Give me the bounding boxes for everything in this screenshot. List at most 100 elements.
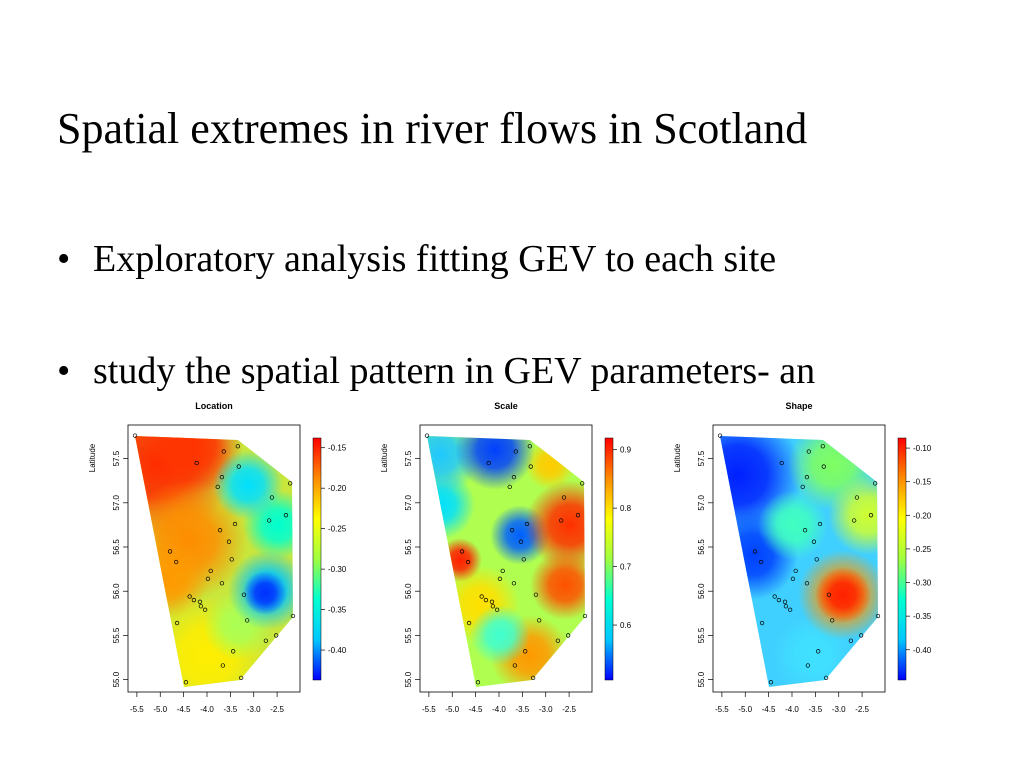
site-point xyxy=(758,559,764,565)
site-point xyxy=(772,594,777,599)
site-point xyxy=(459,549,465,554)
site-point xyxy=(232,521,238,527)
site-point xyxy=(524,521,530,527)
heat-blob xyxy=(758,490,828,560)
site-point xyxy=(132,433,138,438)
x-tick-label: -4.5 xyxy=(469,705,483,714)
plot-frame xyxy=(419,424,593,693)
site-point xyxy=(790,576,796,581)
x-tick-label: -4.0 xyxy=(200,705,214,714)
colorbar-tick-label: 0.6 xyxy=(620,621,632,630)
bullet-mark: • xyxy=(57,238,70,280)
site-point xyxy=(221,449,226,454)
site-point xyxy=(566,633,571,638)
bullet-text: Exploratory analysis fitting GEV to each… xyxy=(93,238,776,280)
site-point xyxy=(241,592,247,597)
site-point xyxy=(167,549,173,554)
y-tick-label: 56.0 xyxy=(112,583,121,599)
chart-title: Shape xyxy=(785,401,812,411)
site-point xyxy=(183,680,189,685)
colorbar-tick-label: -0.40 xyxy=(328,646,347,655)
heat-blob xyxy=(530,550,585,620)
site-point xyxy=(768,680,774,685)
colorbar-tick-label: -0.25 xyxy=(328,525,347,534)
site-point xyxy=(290,613,296,619)
site-point xyxy=(197,599,203,604)
y-tick-label: 56.0 xyxy=(697,583,706,599)
site-point xyxy=(817,521,823,527)
site-point xyxy=(489,599,495,604)
heat-blob xyxy=(828,475,878,555)
site-point xyxy=(561,495,567,500)
site-point xyxy=(523,649,528,654)
colorbar xyxy=(897,437,907,681)
site-point xyxy=(507,484,512,490)
site-point xyxy=(465,559,471,565)
site-point xyxy=(804,475,810,480)
site-point xyxy=(530,675,536,681)
x-tick-label: -2.5 xyxy=(562,705,576,714)
site-point xyxy=(215,484,220,490)
site-point xyxy=(220,663,226,668)
site-point xyxy=(814,557,819,562)
y-tick-label: 55.0 xyxy=(404,671,413,687)
site-point xyxy=(475,680,481,685)
x-tick-label: -3.0 xyxy=(832,705,846,714)
site-point xyxy=(219,581,225,586)
site-point xyxy=(245,618,250,623)
colorbar-tick-label: -0.20 xyxy=(328,484,347,493)
site-point xyxy=(830,618,835,623)
site-point xyxy=(512,663,518,668)
colorbar-tick-label: -0.15 xyxy=(328,444,347,453)
site-point xyxy=(187,594,192,599)
heat-blob xyxy=(243,571,287,615)
site-point xyxy=(752,549,758,554)
site-point xyxy=(783,604,789,609)
site-point xyxy=(821,464,826,469)
site-point xyxy=(191,597,197,603)
colorbar xyxy=(312,437,322,681)
site-point xyxy=(274,633,279,638)
site-point xyxy=(804,581,810,586)
x-tick-label: -4.5 xyxy=(177,705,191,714)
site-point xyxy=(811,539,817,544)
site-point xyxy=(782,599,788,604)
site-point xyxy=(494,607,500,612)
colorbar-tick-label: 0.7 xyxy=(620,563,632,572)
site-point xyxy=(486,460,491,466)
x-tick-label: -5.0 xyxy=(738,705,752,714)
x-tick-label: -4.5 xyxy=(762,705,776,714)
colorbar-tick-label: -0.30 xyxy=(913,579,932,588)
x-tick-label: -3.5 xyxy=(515,705,529,714)
y-tick-label: 57.5 xyxy=(112,450,121,466)
site-point xyxy=(854,495,860,500)
heat-field xyxy=(135,436,293,687)
x-tick-label: -2.5 xyxy=(855,705,869,714)
site-point xyxy=(859,633,864,638)
heat-field xyxy=(427,436,585,687)
site-point xyxy=(759,620,765,626)
site-point xyxy=(497,576,503,581)
site-point xyxy=(816,649,821,654)
x-tick-label: -5.0 xyxy=(153,705,167,714)
heat-blob xyxy=(815,567,871,623)
colorbar-tick-label: -0.25 xyxy=(913,545,932,554)
site-point xyxy=(776,597,782,603)
site-point xyxy=(509,528,515,533)
y-tick-label: 55.5 xyxy=(697,627,706,643)
x-tick-label: -5.5 xyxy=(130,705,144,714)
y-tick-label: 57.0 xyxy=(697,494,706,510)
colorbar-tick-label: 0.9 xyxy=(620,446,632,455)
x-tick-label: -3.5 xyxy=(223,705,237,714)
site-point xyxy=(852,518,857,523)
site-point xyxy=(805,663,811,668)
site-point xyxy=(787,607,793,612)
colorbar-tick-label: -0.35 xyxy=(328,606,347,615)
site-point xyxy=(580,481,585,486)
site-point xyxy=(236,464,241,469)
chart: Scale Latitude -5.5 -5.0 -4.5 -4.0 -3.5 -3.0 -2.… xyxy=(380,401,632,714)
x-tick-label: -5.5 xyxy=(715,705,729,714)
colorbar-tick-label: -0.15 xyxy=(913,478,932,487)
heat-blob xyxy=(470,605,530,665)
